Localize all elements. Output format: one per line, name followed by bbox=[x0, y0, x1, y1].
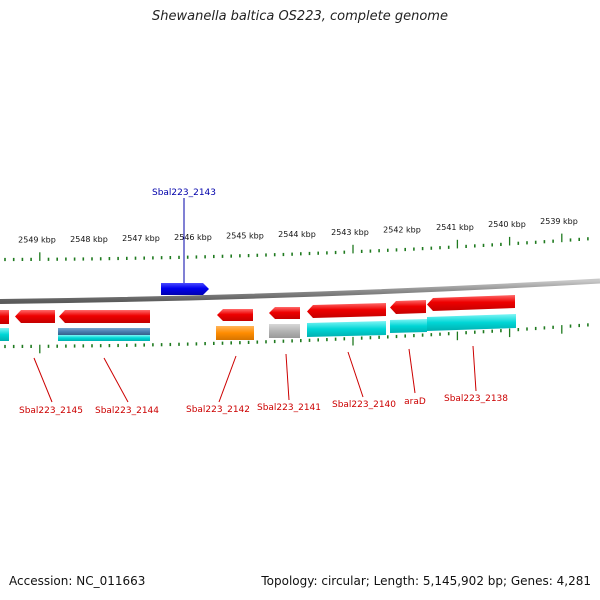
scale-label: 2540 kbp bbox=[488, 220, 526, 229]
gene-label-arad[interactable]: araD bbox=[404, 397, 426, 407]
scale-label: 2548 kbp bbox=[70, 235, 108, 244]
accession-text: Accession: NC_011663 bbox=[9, 574, 146, 588]
label-leader-sbal223-2144 bbox=[103, 357, 129, 403]
gene-label-sbal223-2145[interactable]: Sbal223_2145 bbox=[19, 406, 83, 416]
gene-label-sbal223-2143[interactable]: Sbal223_2143 bbox=[152, 188, 216, 198]
gene-label-sbal223-2140[interactable]: Sbal223_2140 bbox=[332, 400, 396, 410]
scale-label: 2549 kbp bbox=[18, 235, 56, 244]
track-gray-2141 bbox=[269, 324, 300, 338]
genome-stats-text: Topology: circular; Length: 5,145,902 bp… bbox=[261, 574, 591, 588]
label-leader-arad bbox=[408, 348, 416, 394]
scale-label: 2541 kbp bbox=[436, 223, 474, 232]
upper-scale-ticks bbox=[4, 233, 589, 262]
track-cyan-2140 bbox=[307, 321, 386, 337]
track-steel-2144 bbox=[58, 328, 150, 335]
label-leader-sbal223-2142 bbox=[218, 355, 237, 403]
track-cyan-2144 bbox=[58, 335, 150, 341]
track-cyan-arad bbox=[390, 319, 427, 333]
track-cyan-left-edge bbox=[0, 328, 9, 341]
gene-arrow-sbal223-2138[interactable] bbox=[427, 295, 515, 311]
gene-arrow-sbal223-2142[interactable] bbox=[217, 309, 253, 321]
label-leader-sbal223-2141 bbox=[285, 353, 290, 401]
gene-label-sbal223-2141[interactable]: Sbal223_2141 bbox=[257, 403, 321, 413]
map-title: Shewanella baltica OS223, complete genom… bbox=[152, 9, 448, 24]
scale-label: 2543 kbp bbox=[331, 228, 369, 237]
gene-label-sbal223-2138[interactable]: Sbal223_2138 bbox=[444, 394, 508, 404]
genome-backbone bbox=[0, 278, 600, 304]
scale-label: 2544 kbp bbox=[278, 230, 316, 239]
gene-arrow-arad[interactable] bbox=[390, 300, 426, 314]
gene-arrow-sbal223-2140[interactable] bbox=[307, 303, 386, 318]
gene-label-sbal223-2142[interactable]: Sbal223_2142 bbox=[186, 405, 250, 415]
gene-arrow-sbal223-2143[interactable] bbox=[161, 283, 209, 295]
scale-labels: 2549 kbp 2548 kbp 2547 kbp 2546 kbp 2545 kbp… bbox=[18, 217, 578, 245]
scale-label: 2542 kbp bbox=[383, 226, 421, 235]
scale-label: 2547 kbp bbox=[122, 234, 160, 243]
gene-label-sbal223-2144[interactable]: Sbal223_2144 bbox=[95, 406, 159, 416]
label-leader-sbal223-2140 bbox=[347, 351, 364, 398]
track-cyan-2138 bbox=[427, 314, 516, 331]
gene-arrow-sbal223-2144[interactable] bbox=[59, 310, 150, 323]
scale-label: 2539 kbp bbox=[540, 217, 578, 226]
scale-label: 2545 kbp bbox=[226, 232, 264, 241]
lower-scale-ticks bbox=[4, 323, 589, 354]
track-orange-2142 bbox=[216, 326, 254, 340]
scale-label: 2546 kbp bbox=[174, 233, 212, 242]
label-leader-sbal223-2145 bbox=[33, 357, 53, 403]
gene-arrow-left-edge[interactable] bbox=[0, 310, 9, 324]
gene-arrow-sbal223-2145[interactable] bbox=[15, 310, 55, 323]
label-leader-sbal223-2138 bbox=[472, 345, 477, 392]
gene-arrow-sbal223-2141[interactable] bbox=[269, 307, 300, 319]
